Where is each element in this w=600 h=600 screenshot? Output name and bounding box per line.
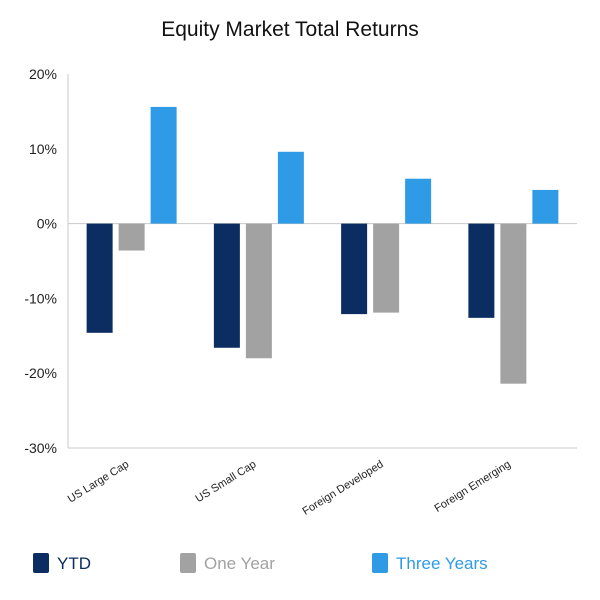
y-tick-label: -20% [24,365,57,381]
x-tick-label: US Small Cap [194,458,259,505]
bar-three-years [532,189,559,224]
x-tick-label: US Large Cap [66,458,131,505]
legend-swatch-one-year [180,553,196,573]
legend-label: One Year [204,554,275,573]
bar-ytd [341,223,368,315]
y-tick-label: 0% [37,216,57,232]
bar-ytd [468,223,495,318]
bar-one-year [373,223,400,313]
legend: YTD One Year Three Years [33,553,488,573]
legend-swatch-ytd [33,553,49,573]
chart-title: Equity Market Total Returns [161,18,419,41]
bar-ytd [213,223,240,348]
bar-three-years [277,151,304,224]
legend-label: YTD [57,554,91,573]
x-tick-label: Foreign Developed [301,458,386,517]
legend-swatch-three-years [372,553,388,573]
bar-ytd [86,223,113,333]
plot-area: 20% 10% 0% -10% -20% -30% US Large Cap US Small… [24,66,577,518]
bar-one-year [500,223,527,384]
y-tick-label: 20% [29,66,57,82]
legend-label: Three Years [396,554,488,573]
x-tick-label: Foreign Emerging [432,458,513,515]
y-tick-label: 10% [29,141,57,157]
y-tick-label: -10% [24,290,57,306]
bar-three-years [405,178,432,224]
bar-three-years [150,106,177,224]
bar-one-year [245,223,272,359]
bar-one-year [118,223,145,251]
y-tick-label: -30% [24,440,57,456]
